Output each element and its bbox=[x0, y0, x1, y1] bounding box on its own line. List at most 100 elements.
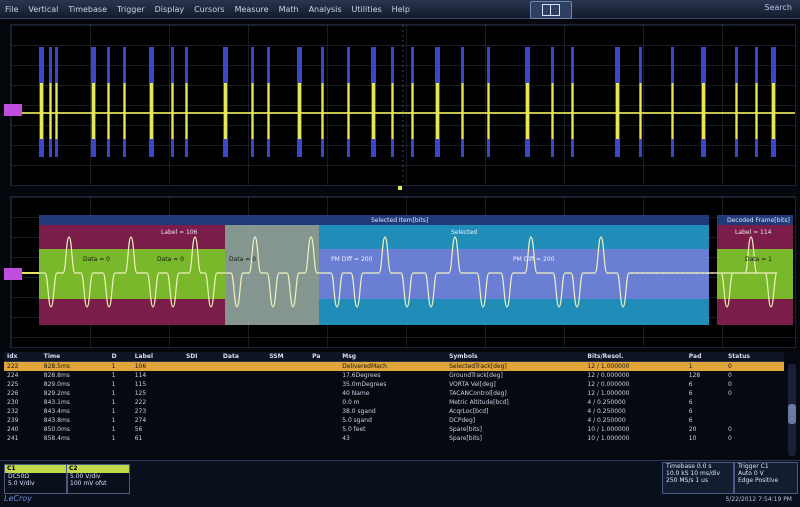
table-row[interactable]: 240 850.0ms 1 56 5.0 feet Spare[bits] 10 / 1.0… bbox=[4, 425, 784, 434]
table-cell: 274 bbox=[134, 417, 147, 424]
ch1-burst bbox=[224, 83, 227, 139]
segment-data-2[interactable]: Data = 0 bbox=[157, 256, 184, 263]
table-cell bbox=[183, 398, 220, 407]
menu-analysis[interactable]: Analysis bbox=[308, 4, 342, 14]
table-cell: 1 bbox=[685, 361, 725, 371]
table-row[interactable]: 224 828.8ms 1 114 17.6Degrees GroundTrack[deg… bbox=[4, 371, 784, 380]
menu-file[interactable]: File bbox=[5, 4, 19, 14]
table-cell: 1 bbox=[111, 399, 116, 406]
ch1-burst bbox=[551, 83, 554, 139]
table-cell bbox=[220, 416, 266, 425]
segment-data-1[interactable]: Data = 0 bbox=[83, 256, 110, 263]
channel-1-offset-marker[interactable] bbox=[4, 104, 22, 116]
segment-data-4[interactable]: PM Diff = 200 bbox=[331, 256, 373, 263]
decoded-frame-label: Decoded Frame[bits] bbox=[727, 217, 790, 224]
table-row[interactable]: 232 843.4ms 1 273 38.0 sgand AcqrLoc[bcd] 4 / … bbox=[4, 407, 784, 416]
table-cell bbox=[182, 361, 220, 371]
trigger-source: C1 bbox=[760, 463, 769, 470]
table-cell: 12 / 1.000000 bbox=[584, 361, 686, 371]
channel-2-box[interactable]: C2 5.00 V/div 100 mV ofst bbox=[66, 464, 130, 494]
table-cell: 5.0 sgand bbox=[342, 417, 372, 424]
table-cell: 125 bbox=[134, 390, 147, 397]
search-button[interactable]: Search bbox=[764, 3, 792, 12]
menu-measure[interactable]: Measure bbox=[234, 4, 269, 14]
col-label[interactable]: Label bbox=[131, 352, 183, 362]
col-idx[interactable]: Idx bbox=[4, 352, 41, 362]
table-cell bbox=[309, 407, 339, 416]
segment-selected[interactable]: Selected bbox=[451, 229, 477, 236]
menu-utilities[interactable]: Utilities bbox=[351, 4, 382, 14]
col-ssm[interactable]: SSM bbox=[266, 352, 310, 362]
col-time[interactable]: Time bbox=[40, 352, 109, 362]
bottom-decode-grid[interactable]: Selected Item[bits] Decoded Frame[bits] … bbox=[10, 196, 796, 348]
table-row[interactable]: 225 829.0ms 1 115 35.0mDegrees VORTA Vel[deg]… bbox=[4, 380, 784, 389]
table-cell: 829.2ms bbox=[43, 390, 70, 397]
timebase-delay: 0.0 s bbox=[696, 463, 712, 470]
ch1-burst bbox=[411, 83, 414, 139]
top-waveform-grid[interactable] bbox=[10, 24, 796, 186]
table-row[interactable]: 241 858.4ms 1 61 43 Spare[bits] 10 / 1.000000 1… bbox=[4, 434, 784, 443]
table-cell: 224 bbox=[7, 372, 19, 379]
segment-label-106[interactable]: Label = 106 bbox=[161, 229, 198, 236]
table-row[interactable]: 226 829.2ms 1 125 40 Name TACANControl[deg] 12… bbox=[4, 389, 784, 398]
table-cell: 115 bbox=[134, 381, 147, 388]
col-bits-resol[interactable]: Bits/Resol. bbox=[584, 352, 686, 362]
ch1-burst bbox=[391, 83, 394, 139]
col-symbols[interactable]: Symbols bbox=[446, 352, 585, 362]
segment-data-5[interactable]: PM Diff = 200 bbox=[513, 256, 555, 263]
ch1-burst bbox=[347, 83, 350, 139]
table-cell: Metric Altitude[bcd] bbox=[449, 399, 509, 406]
table-cell bbox=[183, 380, 220, 389]
table-cell: 1 bbox=[111, 372, 116, 379]
ch1-burst bbox=[487, 83, 490, 139]
table-cell: 6 bbox=[688, 408, 693, 415]
trigger-position-marker[interactable] bbox=[398, 186, 402, 190]
col-status[interactable]: Status bbox=[724, 352, 784, 362]
menu-help[interactable]: Help bbox=[391, 4, 410, 14]
table-cell: 829.0ms bbox=[43, 381, 70, 388]
trigger-type: Edge bbox=[738, 477, 754, 484]
trigger-box[interactable]: Trigger C1 Auto 0 V Edge Positive bbox=[734, 462, 798, 494]
table-cell bbox=[309, 371, 339, 380]
col-msg[interactable]: Msg bbox=[339, 352, 447, 362]
split-screen-icon bbox=[542, 4, 560, 16]
decode-overlay: Selected Item[bits] Decoded Frame[bits] … bbox=[11, 215, 793, 325]
table-cell bbox=[309, 398, 339, 407]
menu-trigger[interactable]: Trigger bbox=[117, 4, 145, 14]
timebase-box[interactable]: Timebase 0.0 s 10.0 kS 10 ms/div 250 MS/… bbox=[662, 462, 734, 494]
channel-1-zoom-marker[interactable] bbox=[4, 268, 22, 280]
table-row[interactable]: 222 828.5ms 1 106 DeliveredMach SelectedTrack… bbox=[4, 361, 784, 371]
display-mode-button[interactable] bbox=[530, 1, 572, 19]
table-cell: 61 bbox=[134, 435, 143, 442]
table-cell: Spare[bits] bbox=[449, 426, 483, 433]
table-cell bbox=[725, 407, 784, 416]
menu-display[interactable]: Display bbox=[154, 4, 185, 14]
col-pad[interactable]: Pad bbox=[685, 352, 725, 362]
table-cell: 225 bbox=[7, 381, 19, 388]
table-cell bbox=[266, 407, 309, 416]
table-row[interactable]: 239 843.8ms 1 274 5.0 sgand DCPdeg] 4 / 0.2500… bbox=[4, 416, 784, 425]
table-cell: 17.6Degrees bbox=[342, 372, 381, 379]
channel-1-box[interactable]: C1 DC50Ω 5.0 V/div bbox=[4, 464, 68, 494]
menu-math[interactable]: Math bbox=[278, 4, 299, 14]
table-cell bbox=[220, 407, 266, 416]
scrollbar-thumb[interactable] bbox=[788, 404, 796, 424]
table-cell: 843.8ms bbox=[43, 417, 70, 424]
col-sdi[interactable]: SDI bbox=[182, 352, 220, 362]
ch1-burst bbox=[436, 83, 439, 139]
table-scrollbar[interactable] bbox=[788, 364, 796, 456]
segment-data-3[interactable]: Data = 0 bbox=[229, 256, 256, 263]
table-cell bbox=[266, 398, 309, 407]
channel-2-name: C2 bbox=[67, 465, 129, 473]
menu-cursors[interactable]: Cursors bbox=[194, 4, 225, 14]
table-row[interactable]: 230 843.1ms 1 222 0.0 m Metric Altitude[bcd] 4… bbox=[4, 398, 784, 407]
ch1-burst bbox=[40, 83, 43, 139]
menu-vertical[interactable]: Vertical bbox=[28, 4, 59, 14]
table-cell bbox=[309, 416, 339, 425]
col-pa[interactable]: Pa bbox=[309, 352, 340, 362]
col-data[interactable]: Data bbox=[219, 352, 267, 362]
segment-label-114[interactable]: Label = 114 bbox=[735, 229, 772, 236]
menu-timebase[interactable]: Timebase bbox=[68, 4, 107, 14]
segment-data-right[interactable]: Data = 1 bbox=[745, 256, 772, 263]
col-d[interactable]: D bbox=[108, 352, 132, 362]
